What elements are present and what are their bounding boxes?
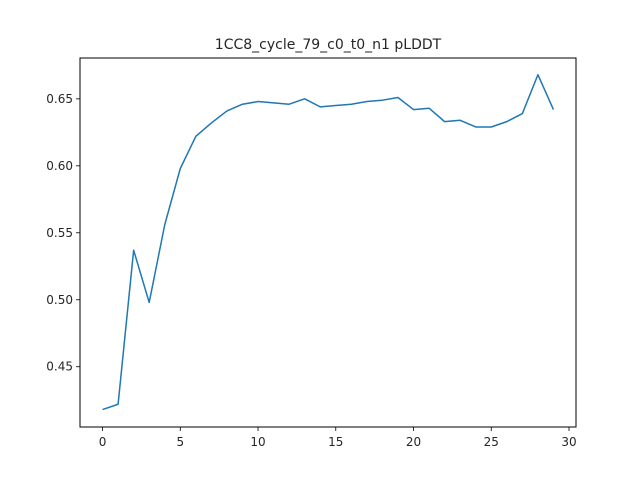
x-tick-label: 5 (176, 435, 184, 449)
series-line (102, 73, 555, 411)
x-tick-label: 20 (406, 435, 421, 449)
x-tick-label: 15 (328, 435, 343, 449)
x-tick-label: 0 (99, 435, 107, 449)
y-tick-label: 0.65 (46, 92, 73, 106)
y-tick-label: 0.55 (46, 226, 73, 240)
y-tick-label: 0.45 (46, 360, 73, 374)
plot-area: 0 5 10 15 20 25 30 0.45 0.50 0.55 0.60 0.65 (46, 73, 577, 449)
x-tick-label: 25 (484, 435, 499, 449)
plot-frame (79, 57, 577, 428)
x-tick-label: 10 (250, 435, 265, 449)
x-tick-label: 30 (561, 435, 576, 449)
chart-title: 1CC8_cycle_79_c0_t0_n1 pLDDT (215, 37, 442, 53)
y-tick-label: 0.60 (46, 159, 73, 173)
y-tick-label: 0.50 (46, 293, 73, 307)
